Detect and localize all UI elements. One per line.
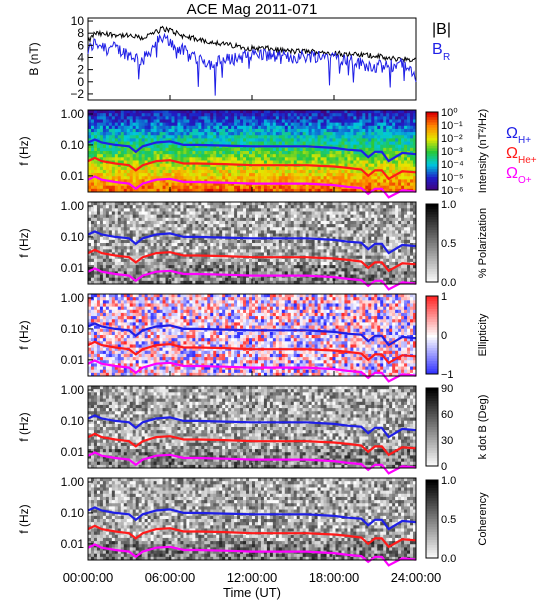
y-tick-label: 0.10	[61, 322, 85, 336]
y-tick-label: −2	[70, 87, 84, 101]
y-tick-label: 1.00	[61, 475, 85, 489]
y-tick-label: 1.00	[61, 291, 85, 305]
legend-label: |B|	[432, 21, 451, 38]
y-tick-label: 0.01	[61, 261, 85, 275]
y-tick-label: 8	[77, 26, 84, 40]
colorbar-label: k dot B (Deg)	[477, 395, 489, 460]
colorbar-tick-label: 90	[441, 383, 453, 395]
legend-subscript: He+	[518, 155, 537, 166]
spectrogram-panel: 1.00 0.10 0.01 f (Hz) 1.0 0.5 0.0 Coherency	[17, 475, 489, 565]
y-tick-label: 0.10	[61, 138, 85, 152]
x-tick-label: 24:00:00	[391, 570, 442, 585]
colorbar-label: Coherency	[477, 492, 489, 546]
colorbar-tick-label: 10⁻⁶	[441, 185, 464, 197]
y-tick-label: 1.00	[61, 383, 85, 397]
colorbar-tick-label: 10⁻⁵	[441, 172, 464, 184]
legend-label: Ω	[506, 165, 518, 182]
y-tick-label: 6	[77, 38, 84, 52]
colorbar-tick-label: 10⁻³	[441, 146, 463, 158]
x-tick-label: 00:00:00	[63, 570, 114, 585]
y-axis-label: B (nT)	[27, 42, 41, 75]
colorbar-tick-label: 1	[441, 291, 447, 303]
legend-label: B	[432, 41, 443, 58]
y-tick-label: 1.00	[61, 199, 85, 213]
colorbar-tick-label: 10⁰	[441, 107, 458, 119]
colorbar-tick-label: 0.5	[441, 238, 456, 250]
colorbar-tick-label: 10⁻¹	[441, 120, 463, 132]
y-axis-label: f (Hz)	[17, 228, 31, 257]
y-tick-label: 0.01	[61, 445, 85, 459]
y-tick-label: 0.01	[61, 353, 85, 367]
x-tick-label: 18:00:00	[309, 570, 360, 585]
y-tick-label: 0.01	[61, 169, 85, 183]
y-tick-label: 0.01	[61, 537, 85, 551]
y-tick-label: 2	[77, 63, 84, 77]
x-tick-label: 12:00:00	[227, 570, 278, 585]
colorbar-label: % Polarization	[477, 208, 489, 278]
colorbar-tick-label: 1.0	[441, 199, 456, 211]
colorbar-tick-label: 0.5	[441, 514, 456, 526]
legend-label: Ω	[506, 125, 518, 142]
colorbar-tick-label: 0.0	[441, 553, 456, 565]
y-axis-label: f (Hz)	[17, 504, 31, 533]
legend-label: Ω	[506, 145, 518, 162]
spectrogram-panel: 1.000.100.01f (Hz)10⁰10⁻¹10⁻²10⁻³10⁻⁴10⁻…	[17, 107, 537, 197]
plot-frame	[88, 18, 416, 100]
colorbar-tick-label: 0.0	[441, 277, 456, 289]
y-tick-label: 0.10	[61, 230, 85, 244]
colorbar-tick-label: −1	[441, 369, 454, 381]
colorbar-tick-label: 0	[441, 461, 447, 473]
colorbar-tick-label: 30	[441, 435, 453, 447]
x-axis: 00:00:00 06:00:00 12:00:00 18:00:00 24:0…	[63, 570, 442, 600]
spectrogram-panel: 1.00 0.10 0.01 f (Hz) 1.0 0.5 0.0 % Polarizatio…	[17, 199, 489, 289]
colorbar-label: Ellipticity	[477, 313, 489, 356]
legend-subscript: O+	[518, 175, 532, 186]
spectrogram-panel: 1.00 0.10 0.01 f (Hz) 90 60 30 0 k dot B (Deg)	[17, 383, 489, 473]
figure-title: ACE Mag 2011-071	[187, 1, 318, 18]
spectrogram-panel: 1.00 0.10 0.01 f (Hz) 1 0 −1 Ellipticity	[17, 291, 489, 381]
legend-subscript: R	[443, 52, 450, 63]
colorbar-tick-label: 60	[441, 409, 453, 421]
y-axis-label: f (Hz)	[17, 320, 31, 349]
y-axis-label: f (Hz)	[17, 412, 31, 441]
y-tick-label: 10	[71, 14, 85, 28]
x-axis-label: Time (UT)	[223, 585, 281, 600]
colorbar-tick-label: 10⁻²	[441, 133, 463, 145]
y-tick-label: 1.00	[61, 107, 85, 121]
y-tick-label: 4	[77, 50, 84, 64]
y-tick-label: 0	[77, 75, 84, 89]
y-axis-label: f (Hz)	[17, 136, 31, 165]
colorbar-label: Intensity (nT²/Hz)	[477, 109, 489, 193]
x-tick-label: 06:00:00	[145, 570, 196, 585]
y-tick-label: 0.10	[61, 414, 85, 428]
legend-subscript: H+	[518, 135, 531, 146]
colorbar-tick-label: 0	[441, 330, 447, 342]
colorbar-tick-label: 10⁻⁴	[441, 159, 464, 171]
y-tick-label: 0.10	[61, 506, 85, 520]
colorbar-tick-label: 1.0	[441, 475, 456, 487]
